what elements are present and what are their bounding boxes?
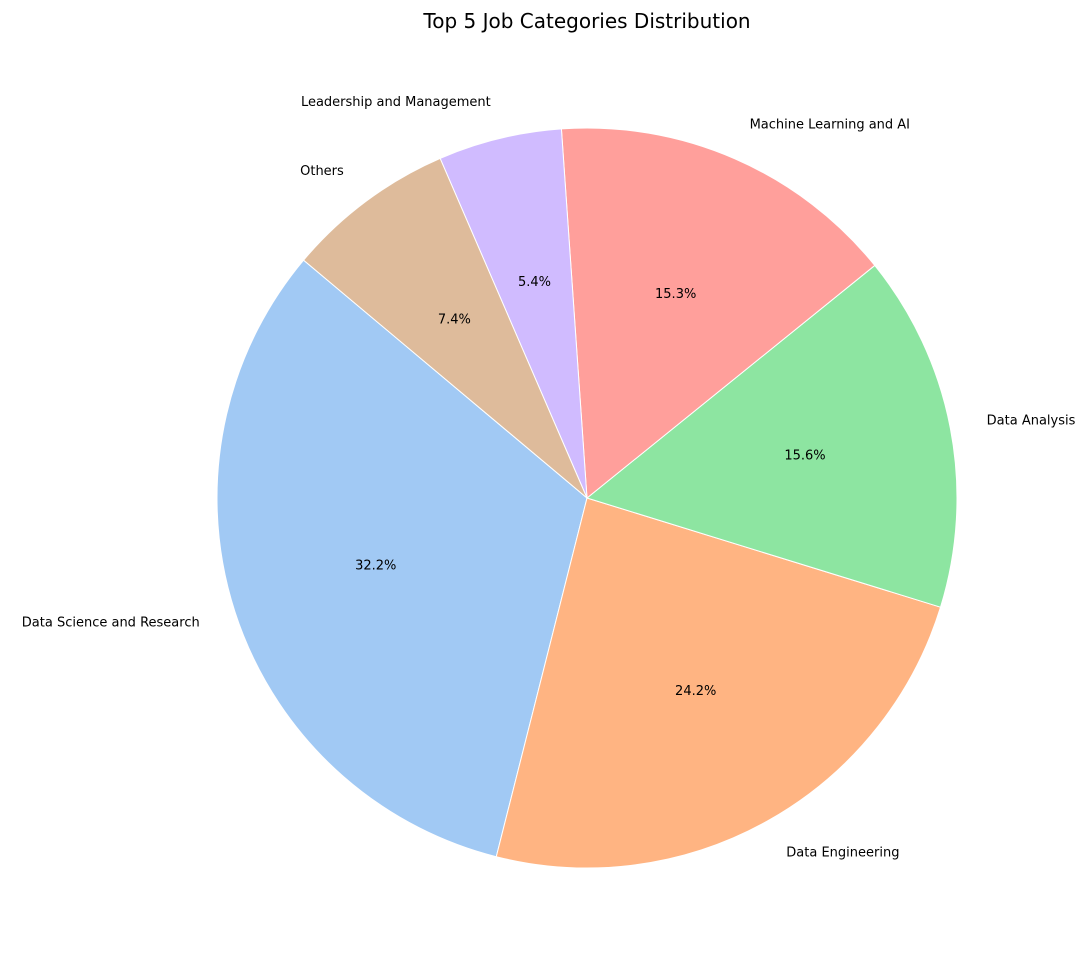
pie-category-label: Data Engineering (786, 845, 899, 860)
pie-category-label: Others (300, 164, 344, 179)
pie-percent-label: 5.4% (518, 275, 551, 290)
pie-slice-data-engineering (495, 497, 942, 869)
pie-percent-label: 24.2% (675, 684, 716, 699)
pie-percent-label: 15.3% (655, 287, 696, 302)
pie-percent-label: 15.6% (784, 449, 825, 464)
pie-slice-data-analysis (585, 264, 958, 608)
pie-slice-others (302, 157, 588, 499)
pie-category-label: Machine Learning and AI (750, 117, 910, 132)
pie-percent-label: 32.2% (355, 559, 396, 574)
pie-category-label: Data Science and Research (22, 616, 200, 631)
pie-slice-data-science-and-research (216, 259, 588, 858)
pie-slice-machine-learning-and-ai (560, 127, 876, 499)
pie-category-label: Leadership and Management (301, 95, 491, 110)
pie-category-label: Data Analysis (987, 414, 1076, 429)
pie-percent-label: 7.4% (438, 312, 471, 327)
pie-labels: 32.2% Data Science and Research 24.2% Data … (22, 95, 1076, 860)
pie-slices (216, 127, 958, 869)
chart-title: Top 5 Job Categories Distribution (422, 9, 750, 33)
